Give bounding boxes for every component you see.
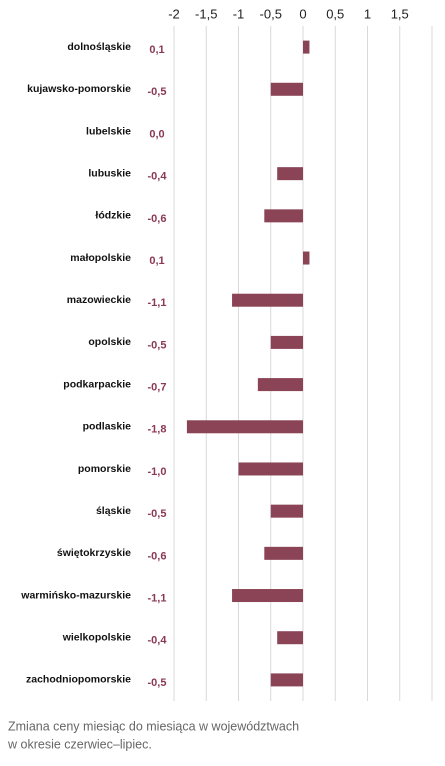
value-label: 0,1 [149, 255, 164, 267]
x-tick-label: -1,5 [195, 6, 217, 21]
category-label: kujawsko-pomorskie [27, 83, 131, 95]
value-label: -0,4 [148, 635, 168, 647]
value-label: -0,5 [148, 86, 167, 98]
category-label: zachodniopomorskie [26, 674, 131, 686]
x-tick-label: -2 [168, 6, 180, 21]
category-label: dolnośląskie [67, 41, 131, 53]
category-label: łódzkie [95, 210, 131, 222]
x-tick-label: 0,5 [326, 6, 344, 21]
value-label: 0,0 [149, 128, 164, 140]
category-label: warmińsko-mazurskie [20, 589, 131, 601]
category-label: podkarpackie [63, 378, 131, 390]
value-label: -1,1 [148, 592, 167, 604]
x-tick-label: 1,5 [391, 6, 409, 21]
bar [303, 251, 310, 265]
value-label: -1,8 [148, 424, 167, 436]
category-label: podlaskie [83, 421, 132, 433]
bar [277, 167, 303, 181]
caption-line: w okresie czerwiec–lipiec. [7, 737, 152, 751]
x-tick-label: 0 [299, 6, 306, 21]
category-label: wielkopolskie [62, 632, 131, 644]
category-label: opolskie [88, 336, 131, 348]
bar [232, 293, 303, 307]
caption-line: Zmiana ceny miesiąc do miesiąca w wojewó… [8, 719, 299, 733]
bar [186, 420, 303, 434]
category-label: małopolskie [70, 252, 131, 264]
bar [257, 378, 303, 392]
x-tick-label: -1 [233, 6, 245, 21]
value-label: -0,6 [148, 550, 167, 562]
value-label: -0,7 [148, 382, 167, 394]
category-label: lubelskie [86, 125, 131, 137]
bar [303, 40, 310, 54]
bar [270, 504, 303, 518]
bar [270, 82, 303, 96]
bar [232, 589, 303, 603]
bar [270, 335, 303, 349]
x-tick-label: 1 [364, 6, 371, 21]
bar [270, 673, 303, 687]
category-label: lubuskie [88, 167, 131, 179]
value-label: -0,5 [148, 677, 167, 689]
category-label: mazowieckie [67, 294, 131, 306]
category-label: pomorskie [78, 463, 131, 475]
value-label: -0,6 [148, 213, 167, 225]
category-label: świętokrzyskie [57, 547, 131, 559]
bar [238, 462, 303, 476]
value-label: -0,4 [148, 171, 168, 183]
value-label: -1,0 [148, 466, 167, 478]
value-label: 0,1 [149, 44, 164, 56]
value-label: -1,1 [148, 297, 167, 309]
x-tick-label: -0,5 [260, 6, 282, 21]
bar [277, 631, 303, 645]
category-label: śląskie [96, 505, 131, 517]
value-label: -0,5 [148, 508, 167, 520]
bar [264, 546, 303, 560]
bar [264, 209, 303, 223]
value-label: -0,5 [148, 339, 167, 351]
